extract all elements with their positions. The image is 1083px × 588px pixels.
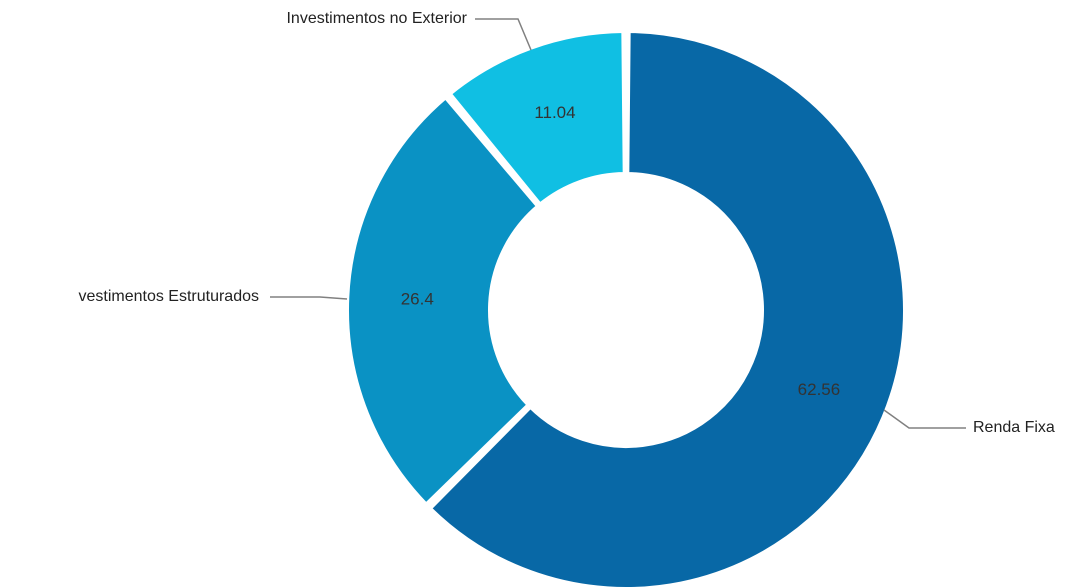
value-label: 26.4 xyxy=(401,290,434,309)
category-labels-layer: Renda Fixa vestimentos Estruturados Invest… xyxy=(78,10,1054,436)
value-labels-layer: 62.56 26.4 11.04 xyxy=(401,103,841,399)
leader-line xyxy=(270,296,348,300)
category-label: vestimentos Estruturados xyxy=(78,288,259,305)
slices-layer xyxy=(345,29,907,588)
category-label: Renda Fixa xyxy=(973,419,1055,436)
value-label: 11.04 xyxy=(534,103,575,122)
leader-line xyxy=(883,409,966,429)
slice-investimentos-no-exterior xyxy=(447,29,627,207)
leader-line xyxy=(475,18,532,51)
value-label: 62.56 xyxy=(798,380,841,399)
slice-investimentos-estruturados xyxy=(345,95,541,507)
category-label: Investimentos no Exterior xyxy=(286,10,467,27)
leader-lines-layer xyxy=(270,18,966,429)
slice-renda-fixa xyxy=(427,29,907,588)
